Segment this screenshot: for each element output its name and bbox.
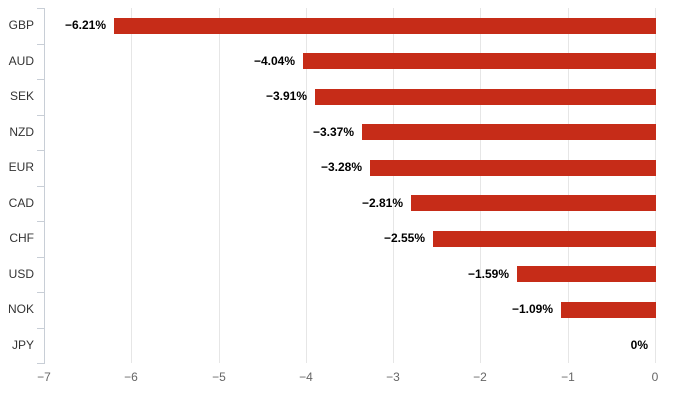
gridline — [480, 8, 481, 363]
gridline — [131, 8, 132, 363]
bar-value-label: −3.37% — [312, 124, 354, 139]
x-axis-tick-label: −1 — [561, 370, 575, 384]
y-axis-label: JPY — [11, 337, 34, 352]
x-axis-tick-label: −3 — [386, 370, 400, 384]
y-axis-labels: GBP AUD SEK NZD EUR CAD CHF USD NOK JPY — [0, 8, 34, 363]
y-axis-label: EUR — [8, 160, 34, 174]
y-axis-tick — [37, 363, 45, 364]
y-axis-tick — [37, 8, 45, 9]
bar-value-label: −4.04% — [253, 53, 295, 68]
gridline — [219, 8, 220, 363]
y-axis-tick — [37, 257, 45, 258]
bar-cad — [411, 195, 656, 211]
gridline — [655, 8, 656, 363]
y-axis-tick — [37, 44, 45, 45]
x-axis-tick-label: 0 — [651, 370, 659, 384]
y-axis-tick — [37, 115, 45, 116]
bar-value-label: 0% — [630, 337, 648, 352]
y-axis-tick — [37, 328, 45, 329]
y-axis-label: NOK — [7, 302, 34, 316]
bar-value-label: −6.21% — [64, 18, 106, 32]
bar-nzd — [362, 124, 656, 140]
bar-value-label: −1.59% — [467, 266, 509, 281]
y-axis-label: NZD — [9, 124, 34, 139]
plot-area: −6.21% −4.04% −3.91% −3.37% −3.28% −2.81% −2.5… — [37, 8, 656, 364]
bar-value-label: −1.09% — [511, 302, 553, 316]
y-axis-tick — [37, 186, 45, 187]
y-axis-label: GBP — [8, 18, 34, 32]
gridline — [393, 8, 394, 363]
bar-eur — [370, 160, 656, 176]
x-axis-tick-label: −5 — [212, 370, 226, 384]
x-axis-tick-label: −6 — [124, 370, 138, 384]
y-axis-tick — [37, 292, 45, 293]
x-axis-labels: −7 −6 −5 −4 −3 −2 −1 0 — [37, 370, 658, 386]
bar-value-label: −2.81% — [361, 195, 403, 210]
bar-nok — [561, 302, 656, 318]
y-axis-label: CHF — [9, 231, 34, 245]
y-axis-label: SEK — [9, 89, 34, 103]
y-axis-label: CAD — [8, 195, 34, 210]
bar-value-label: −3.91% — [265, 89, 307, 103]
bar-value-label: −3.28% — [320, 160, 362, 174]
bar-chf — [433, 231, 656, 247]
gridline — [568, 8, 569, 363]
gridline — [306, 8, 307, 363]
bar-value-label: −2.55% — [383, 231, 425, 245]
x-axis-tick-label: −2 — [473, 370, 487, 384]
bar-sek — [315, 89, 656, 105]
bar-aud — [303, 53, 656, 69]
x-axis-tick-label: −7 — [37, 370, 51, 384]
bar-usd — [517, 266, 656, 282]
y-axis-tick — [37, 221, 45, 222]
bar-gbp — [114, 18, 656, 34]
y-axis-label: USD — [8, 266, 34, 281]
y-axis-tick — [37, 150, 45, 151]
x-axis-tick-label: −4 — [299, 370, 313, 384]
y-axis-tick — [37, 79, 45, 80]
y-axis-label: AUD — [8, 53, 34, 68]
